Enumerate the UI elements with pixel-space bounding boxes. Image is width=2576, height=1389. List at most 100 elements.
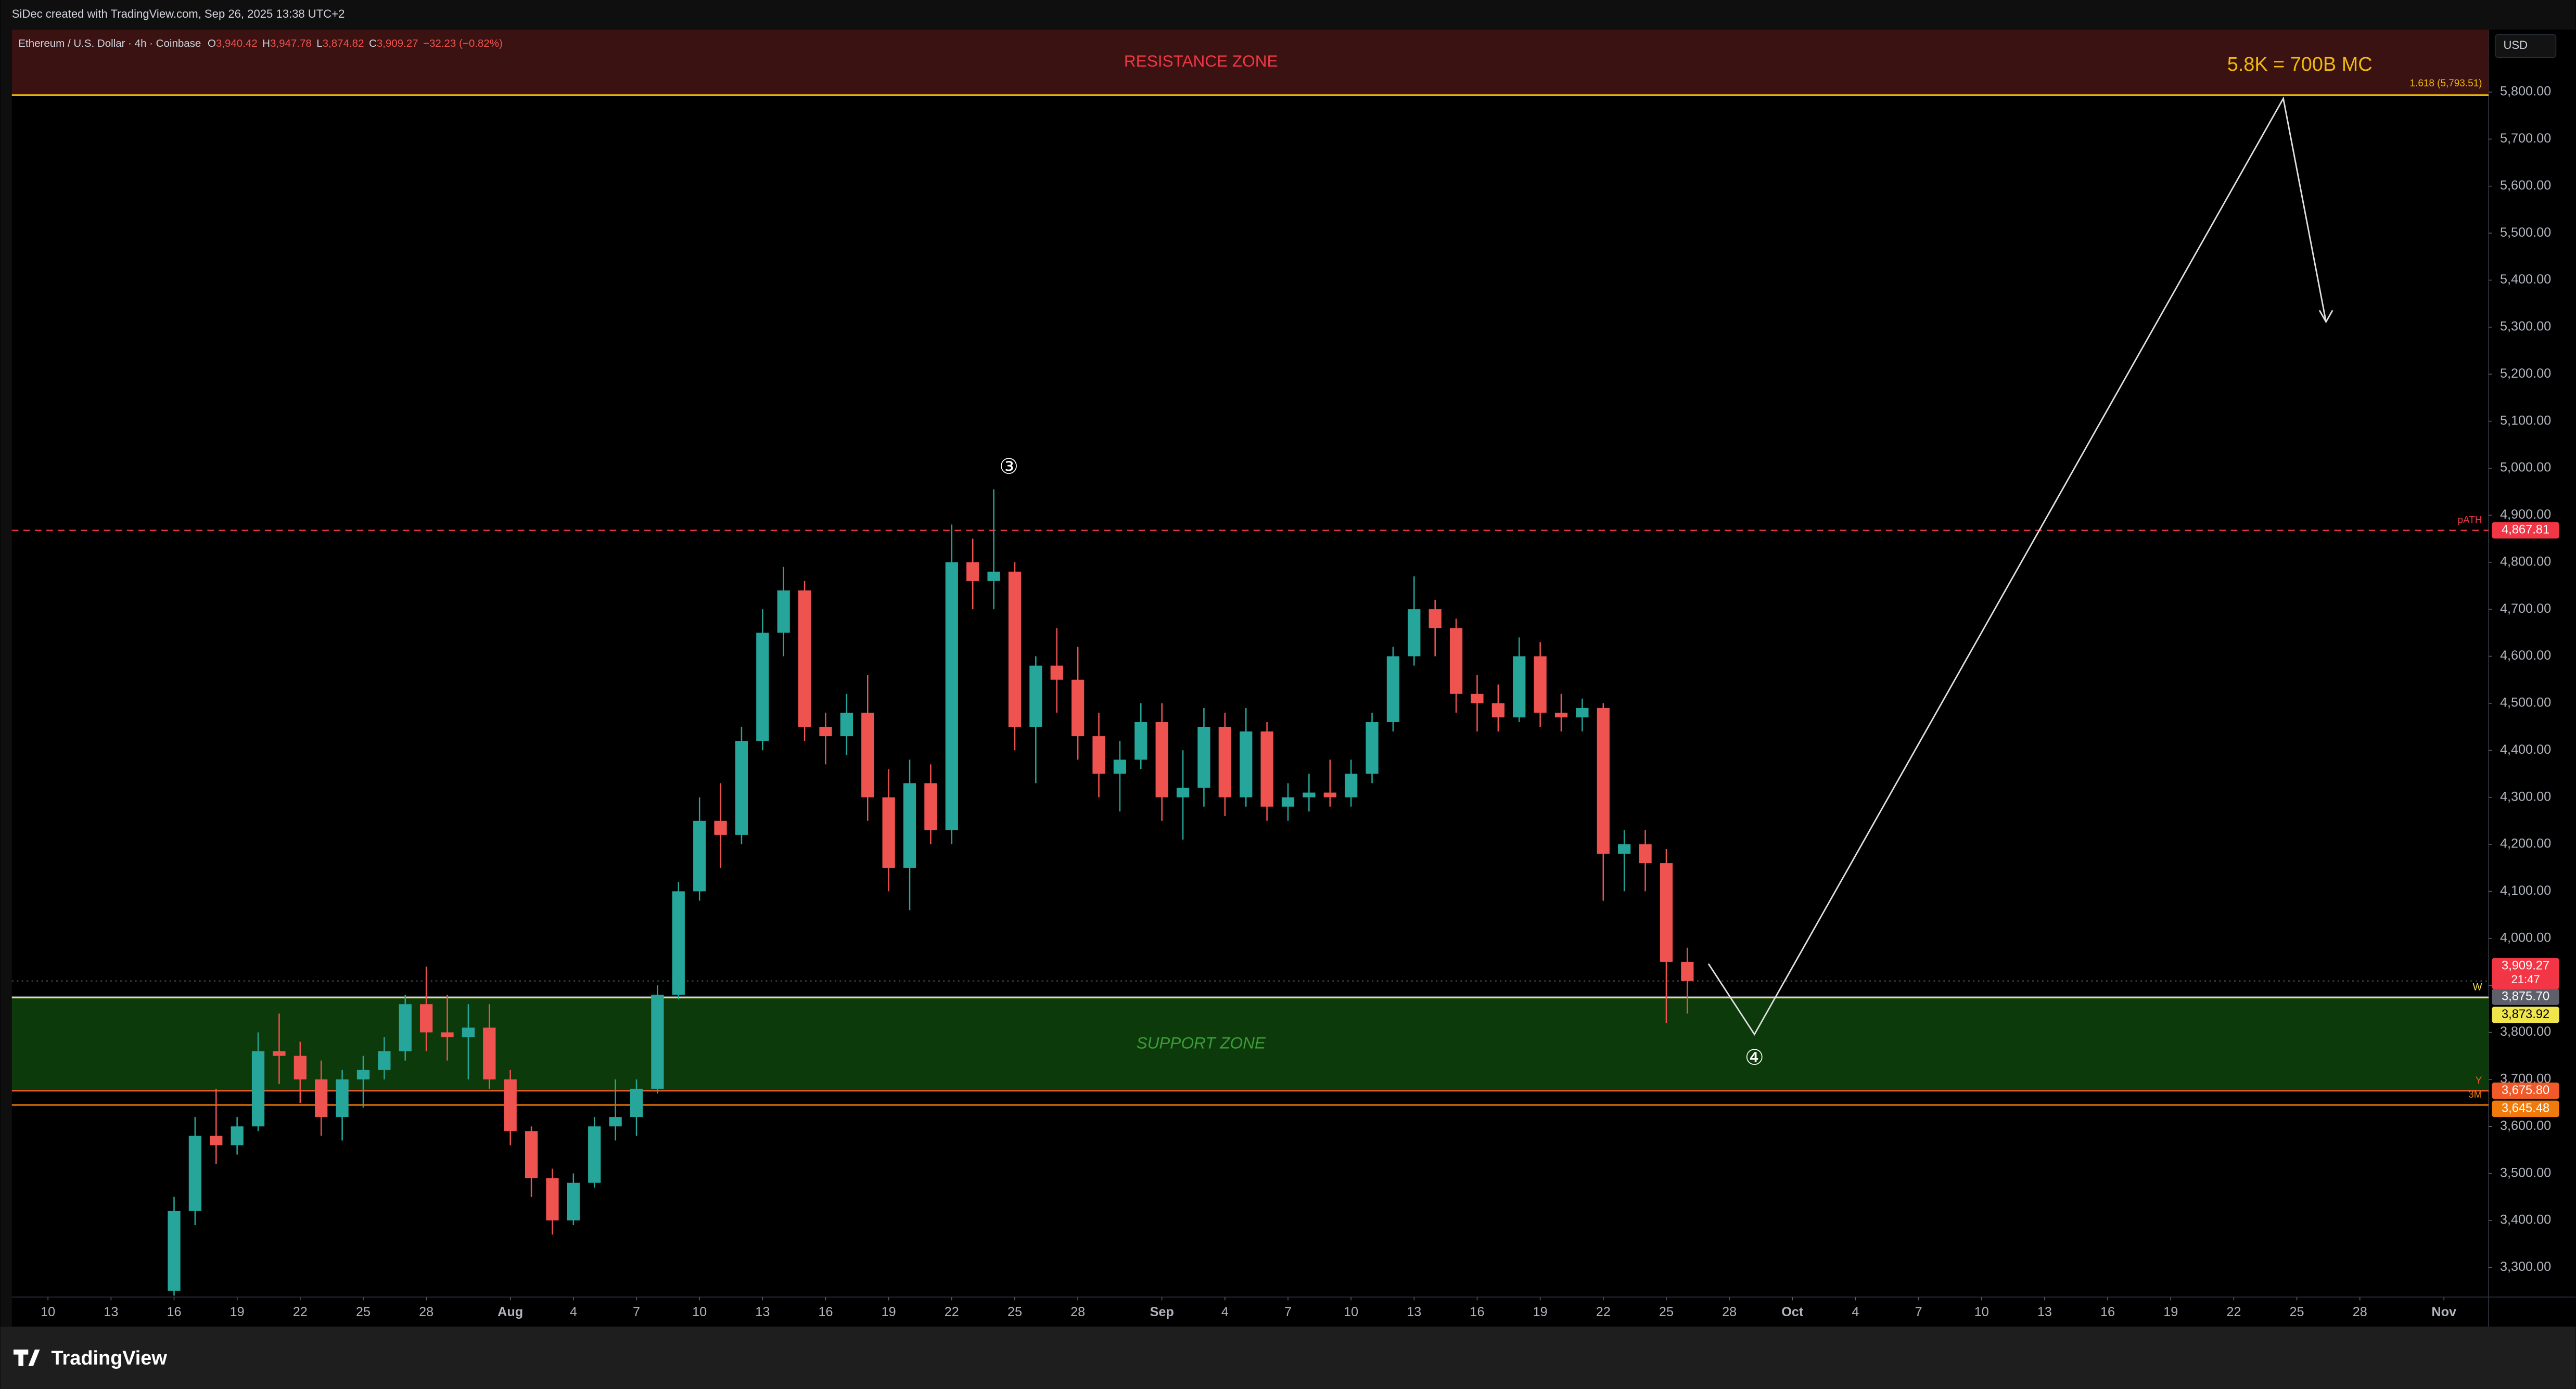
y-tick-label: 4,400.00: [2500, 742, 2551, 757]
header-part: C: [369, 38, 377, 50]
x-tick-label: 19: [2163, 1305, 2178, 1319]
price-label-box: [2492, 1006, 2559, 1023]
candle-body: [1660, 863, 1673, 962]
candle-body: [483, 1027, 496, 1079]
x-tick-label: Aug: [498, 1305, 523, 1319]
candle-body: [1639, 844, 1652, 864]
y-tick-label: 4,300.00: [2500, 789, 2551, 804]
price-label: 3,675.80: [2502, 1084, 2549, 1097]
x-tick-label: 10: [692, 1305, 707, 1319]
candle-body: [1597, 708, 1610, 854]
price-label: 3,875.70: [2502, 989, 2549, 1003]
candle-body: [924, 783, 937, 830]
header-part: 3,947.78: [270, 38, 312, 50]
candle-body: [1618, 844, 1631, 854]
y-tick-label: 3,400.00: [2500, 1213, 2551, 1227]
candle-body: [1155, 722, 1168, 798]
price-label-box: [2492, 522, 2559, 539]
y-tick-label: 5,600.00: [2500, 178, 2551, 192]
y-tick-label: 4,000.00: [2500, 930, 2551, 945]
fib-label: 1.618 (5,793.51): [2410, 78, 2482, 89]
last-price-label: 3,909.27: [2502, 959, 2549, 973]
candle-body: [1449, 628, 1463, 694]
price-label-box: [2492, 1082, 2559, 1099]
candle-body: [1534, 656, 1547, 713]
wave-label: ④: [1745, 1045, 1764, 1069]
candle-body: [1176, 788, 1190, 798]
x-tick-label: Sep: [1150, 1305, 1174, 1319]
y-tick-label: 3,300.00: [2500, 1259, 2551, 1274]
x-tick-label: 13: [2037, 1305, 2052, 1319]
logo: [13, 1349, 40, 1366]
x-tick-label: 25: [2290, 1305, 2304, 1319]
candle-body: [168, 1211, 181, 1291]
x-tick-label: 25: [1008, 1305, 1022, 1319]
header-part: L: [316, 38, 322, 50]
footer: [0, 1327, 2576, 1389]
level-tag: pATH: [2457, 515, 2482, 526]
price-label-box: [2492, 958, 2559, 989]
currency[interactable]: USD: [2503, 38, 2528, 52]
header-part: 3,909.27: [377, 38, 418, 50]
levels: 1.618 (5,793.51) pATH W Y 3M: [11, 78, 2489, 1106]
time-axis: [11, 1297, 2489, 1327]
x-tick-label: Nov: [2431, 1305, 2456, 1319]
y-tick-label: 5,300.00: [2500, 319, 2551, 334]
x-tick-label: 28: [1070, 1305, 1085, 1319]
candle-body: [441, 1032, 454, 1037]
currency-box[interactable]: [2494, 34, 2557, 58]
x-tick-label: 10: [1344, 1305, 1358, 1319]
y-tick-label: 4,900.00: [2500, 507, 2551, 522]
x-tick-label: 10: [41, 1305, 55, 1319]
candle-body: [1281, 797, 1295, 807]
price-label: 4,867.81: [2502, 523, 2549, 537]
candle-body: [378, 1051, 391, 1070]
x-tick-label: 16: [818, 1305, 833, 1319]
x-tick-label: 16: [1470, 1305, 1484, 1319]
header-part: 3,940.42: [216, 38, 258, 50]
candle-body: [1491, 703, 1504, 717]
candle-body: [336, 1079, 349, 1117]
candle-body: [462, 1027, 475, 1037]
y-tick-label: 4,500.00: [2500, 696, 2551, 710]
y-tick-label: 5,100.00: [2500, 413, 2551, 428]
y-tick-label: 5,200.00: [2500, 366, 2551, 381]
target-annotation: 5.8K = 700B MC: [2227, 54, 2373, 75]
candle-body: [420, 1004, 433, 1033]
candle-body: [1072, 679, 1085, 737]
level-tag: W: [2473, 982, 2482, 993]
candle-body: [504, 1079, 517, 1131]
projection-path: [1707, 96, 2327, 1036]
y-tick-label: 5,000.00: [2500, 460, 2551, 475]
level-tag: Y: [2476, 1075, 2482, 1086]
candle-body: [966, 562, 979, 581]
header-part: 3,874.82: [323, 38, 364, 50]
candle-body: [315, 1079, 328, 1117]
x-tick-label: 22: [1596, 1305, 1611, 1319]
x-tick-label: 28: [2353, 1305, 2367, 1319]
candle-body: [588, 1126, 601, 1183]
countdown: 21:47: [2511, 973, 2540, 986]
candle-body: [1429, 609, 1442, 628]
candle-body: [525, 1131, 538, 1178]
candle-body: [651, 995, 664, 1089]
candle-body: [1134, 722, 1147, 760]
price-label: 3,873.92: [2502, 1008, 2549, 1021]
x-tick-label: 13: [104, 1305, 118, 1319]
plot-area: [11, 29, 2489, 1297]
candle-body: [1366, 722, 1379, 774]
candle-body: [1386, 656, 1400, 723]
candle-body: [1408, 609, 1421, 657]
candle-body: [1681, 961, 1694, 981]
symbol-header: Ethereum / U.S. Dollar · 4h · Coinbase O3…: [18, 38, 502, 50]
x-tick-label: 22: [945, 1305, 959, 1319]
candle-body: [882, 797, 895, 868]
x-tick-label: 22: [2226, 1305, 2241, 1319]
candle-body: [1471, 693, 1484, 703]
candle-body: [356, 1070, 370, 1079]
candle-body: [693, 820, 706, 892]
brand: TradingView: [52, 1347, 168, 1369]
x-tick-label: 10: [1974, 1305, 1989, 1319]
y-tick-label: 3,600.00: [2500, 1118, 2551, 1133]
zone-label: RESISTANCE ZONE: [1124, 52, 1278, 70]
